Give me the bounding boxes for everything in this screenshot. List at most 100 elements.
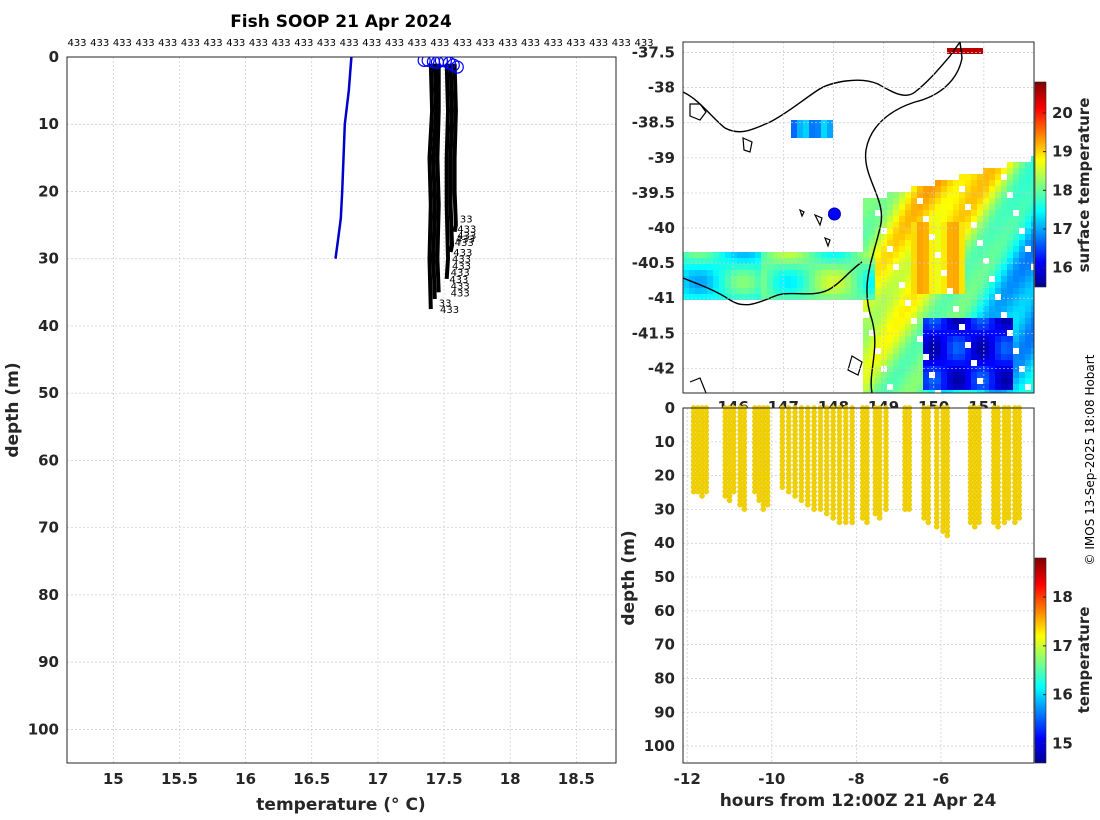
sst-cell xyxy=(959,390,965,393)
sst-cell xyxy=(869,354,875,360)
sst-cell xyxy=(995,198,1001,204)
sst-cell xyxy=(881,294,887,300)
sst-cell xyxy=(893,342,899,348)
sst-cell xyxy=(1019,210,1025,216)
sst-cell xyxy=(737,264,743,270)
scatter-y-tick-label: 80 xyxy=(654,669,675,687)
sst-cell xyxy=(965,234,971,240)
sst-cell xyxy=(929,342,935,348)
sst-cell xyxy=(911,336,917,342)
sst-cell xyxy=(989,192,995,198)
sst-cell xyxy=(1013,258,1019,264)
sst-cell xyxy=(731,282,737,288)
sst-cell xyxy=(707,288,713,294)
scatter-point xyxy=(925,519,932,526)
sst-cell xyxy=(1031,210,1034,216)
sst-cell xyxy=(911,348,917,354)
sst-cell xyxy=(911,324,917,330)
scatter-y-ticks: 0 10 20 30 40 50 60 70 80 90 100 xyxy=(644,399,675,755)
sst-cell xyxy=(905,204,911,210)
sst-cell xyxy=(791,126,797,132)
sst-cell xyxy=(941,186,947,192)
sst-cell xyxy=(965,390,971,393)
sst-cell xyxy=(701,288,707,294)
sst-cell xyxy=(719,282,725,288)
sst-colorbar-tick-label: 17 xyxy=(1052,220,1073,238)
sst-cell xyxy=(719,258,725,264)
sst-cell xyxy=(989,174,995,180)
sst-cell xyxy=(875,294,881,300)
sst-cell xyxy=(1031,222,1034,228)
sst-cell xyxy=(791,288,797,294)
sst-cell xyxy=(935,360,941,366)
sst-cell xyxy=(875,354,881,360)
sst-cell xyxy=(941,228,947,234)
sst-cell xyxy=(863,198,869,204)
sst-cell xyxy=(971,252,977,258)
sst-cell xyxy=(947,198,953,204)
sst-cell xyxy=(755,252,761,258)
sst-cell xyxy=(959,210,965,216)
sst-cell xyxy=(923,318,929,324)
scatter-point xyxy=(703,488,710,495)
sst-cell xyxy=(959,354,965,360)
sst-cell xyxy=(1031,216,1034,222)
sst-cell xyxy=(791,252,797,258)
sst-cell xyxy=(1007,306,1013,312)
sst-cell xyxy=(947,186,953,192)
sst-cell xyxy=(893,354,899,360)
sst-cell xyxy=(845,264,851,270)
sst-cell xyxy=(815,126,821,132)
sst-cell xyxy=(893,360,899,366)
sst-cell xyxy=(1031,240,1034,246)
sst-cell xyxy=(869,282,875,288)
scatter-point xyxy=(1016,515,1022,521)
scatter-x-axis-label: hours from 12:00Z 21 Apr 24 xyxy=(720,791,997,811)
sst-cell xyxy=(959,360,965,366)
sst-cell xyxy=(1001,270,1007,276)
sst-cell xyxy=(989,294,995,300)
sst-cell xyxy=(1025,372,1031,378)
sst-cell xyxy=(791,282,797,288)
top-profile-label: 433 xyxy=(113,38,132,49)
sst-cell xyxy=(941,282,947,288)
sst-cell xyxy=(953,216,959,222)
sst-cell xyxy=(1007,372,1013,378)
sst-cell xyxy=(893,324,899,330)
sst-cell xyxy=(1025,174,1031,180)
sst-cell xyxy=(839,264,845,270)
sst-cell xyxy=(947,234,953,240)
sst-cell xyxy=(1019,330,1025,336)
sst-cell xyxy=(869,252,875,258)
sst-cell xyxy=(983,288,989,294)
sst-cell xyxy=(1013,366,1019,372)
sst-cell xyxy=(1025,210,1031,216)
sst-cell xyxy=(983,246,989,252)
sst-cell xyxy=(803,258,809,264)
sst-cell xyxy=(983,294,989,300)
sst-cell xyxy=(941,372,947,378)
sst-cell xyxy=(995,282,1001,288)
sst-cell xyxy=(923,348,929,354)
sst-cell xyxy=(953,222,959,228)
sst-cell xyxy=(893,276,899,282)
sst-cell xyxy=(851,288,857,294)
profile-end-label: 33 xyxy=(439,298,452,309)
sst-cell xyxy=(1031,204,1034,210)
sst-cell xyxy=(773,288,779,294)
sst-cell xyxy=(995,192,1001,198)
sst-cell xyxy=(833,258,839,264)
scatter-point xyxy=(792,493,798,499)
sst-cell xyxy=(959,198,965,204)
sst-cell xyxy=(689,288,695,294)
sst-cell xyxy=(959,222,965,228)
sst-cell xyxy=(1001,378,1007,384)
sst-cell xyxy=(983,348,989,354)
sst-cell xyxy=(851,258,857,264)
sst-cell xyxy=(953,312,959,318)
sst-cell xyxy=(1025,348,1031,354)
sst-cell xyxy=(911,240,917,246)
sst-cell xyxy=(923,336,929,342)
sst-cell xyxy=(863,330,869,336)
sst-cell xyxy=(965,360,971,366)
